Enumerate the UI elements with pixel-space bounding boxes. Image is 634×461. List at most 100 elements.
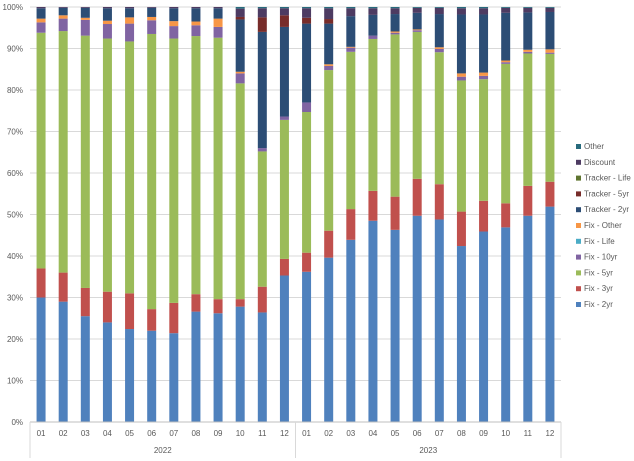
bar-segment-tracker-2yr (279, 26, 289, 117)
bar-segment-fix-5yr (147, 33, 157, 310)
bars (36, 7, 555, 422)
x-tick-label: 06 (413, 429, 422, 438)
legend-label: Fix - 10yr (584, 253, 618, 262)
bar-segment-fix-5yr (346, 51, 356, 210)
bar-segment-other (412, 7, 422, 8)
bar-segment-other (257, 7, 267, 9)
bar-segment-discount (545, 7, 555, 12)
bar-segment-other (501, 7, 511, 8)
bar-segment-fix-2yr (191, 311, 201, 422)
bar-segment-other (434, 7, 444, 8)
bar-segment-fix-5yr (302, 111, 312, 253)
bar-segment-fix-3yr (191, 294, 201, 312)
bar-segment-fix-3yr (368, 190, 378, 221)
bar-segment-fix-3yr (257, 286, 267, 313)
bar-segment-fix-3yr (545, 181, 555, 207)
bar-segment-fix-2yr (147, 330, 157, 422)
legend-label: Fix - Other (584, 221, 622, 230)
legend-swatch (576, 270, 581, 276)
x-tick-label: 12 (280, 429, 289, 438)
bar-segment-fix-other (125, 17, 135, 24)
x-group-label: 2022 (154, 446, 172, 455)
bar-segment-tracker-2yr (36, 8, 46, 19)
bar-segment-fix-5yr (523, 53, 533, 186)
x-tick-label: 09 (479, 429, 488, 438)
bar-segment-fix-2yr (102, 322, 112, 422)
bar-segment-tracker-2yr (545, 11, 555, 50)
bar-segment-fix-2yr (213, 313, 223, 422)
gridlines (30, 6, 561, 423)
bar-segment-fix-2yr (279, 275, 289, 422)
bar-segment-discount (523, 7, 533, 13)
bar-segment-discount (390, 8, 400, 15)
x-tick-label: 04 (103, 429, 112, 438)
bar-segment-fix-3yr (279, 258, 289, 276)
bar-segment-fix-2yr (324, 257, 334, 422)
bar-segment-fix-3yr (36, 268, 46, 298)
x-tick-label: 11 (258, 429, 267, 438)
legend-label: Tracker - Life (584, 174, 631, 183)
bar-segment-fix-3yr (302, 252, 312, 272)
x-tick-label: 01 (302, 429, 311, 438)
bar-segment-fix-5yr (368, 38, 378, 191)
bar-segment-fix-3yr (346, 209, 356, 240)
bar-segment-fix-3yr (169, 302, 179, 334)
bar-segment-discount (102, 7, 112, 9)
bar-segment-tracker-5yr (279, 15, 289, 27)
bar-segment-fix-2yr (479, 231, 489, 422)
bar-segment-fix-3yr (501, 203, 511, 228)
bar-segment-fix-3yr (125, 293, 135, 330)
bar-segment-fix-2yr (346, 239, 356, 422)
legend-swatch (576, 238, 581, 244)
bar-segment-discount (434, 7, 444, 15)
bar-segment-fix-10yr (412, 30, 422, 32)
bar-segment-fix-3yr (213, 299, 223, 314)
bar-segment-discount (235, 8, 245, 17)
bar-segment-fix-10yr (346, 47, 356, 52)
bar-segment-fix-10yr (523, 51, 533, 54)
x-tick-label: 04 (368, 429, 377, 438)
bar-segment-fix-3yr (80, 287, 90, 317)
bar-segment-fix-3yr (479, 200, 489, 232)
legend-label: Tracker - 5yr (584, 189, 629, 198)
bar-segment-discount (368, 8, 378, 15)
bar-segment-fix-5yr (80, 35, 90, 288)
legend-label: Fix - 5yr (584, 268, 613, 277)
legend-label: Fix - Life (584, 237, 615, 246)
bar-segment-fix-2yr (80, 316, 90, 422)
bar-segment-discount (80, 7, 90, 8)
bar-segment-other (235, 7, 245, 9)
bar-segment-fix-3yr (434, 184, 444, 220)
bar-segment-fix-5yr (125, 41, 135, 294)
bar-segment-fix-2yr (390, 229, 400, 422)
bar-segment-fix-10yr (368, 35, 378, 39)
x-tick-label: 07 (435, 429, 444, 438)
bar-segment-fix-10yr (80, 19, 90, 36)
bar-segment-tracker-2yr (102, 8, 112, 21)
bar-segment-fix-5yr (235, 83, 245, 300)
bar-segment-discount (501, 7, 511, 13)
bar-segment-tracker-5yr (302, 17, 312, 24)
bar-segment-fix-2yr (523, 215, 533, 422)
bar-segment-fix-5yr (479, 79, 489, 201)
bar-segment-fix-3yr (390, 196, 400, 230)
y-tick-label: 30% (7, 294, 23, 303)
bar-segment-fix-2yr (302, 271, 312, 422)
bar-segment-fix-other (412, 29, 422, 31)
y-tick-label: 20% (7, 335, 23, 344)
bar-segment-fix-3yr (523, 185, 533, 216)
bar-segment-discount (147, 7, 157, 8)
y-tick-label: 60% (7, 169, 23, 178)
legend-swatch (576, 302, 581, 307)
bar-segment-discount (302, 8, 312, 18)
bar-segment-fix-other (80, 17, 90, 20)
bar-segment-fix-5yr (324, 70, 334, 231)
x-tick-label: 05 (391, 429, 400, 438)
bar-segment-other (545, 7, 555, 8)
x-tick-label: 09 (214, 429, 223, 438)
bar-segment-fix-5yr (257, 151, 267, 287)
bar-segment-fix-5yr (545, 53, 555, 182)
bar-segment-fix-5yr (279, 119, 289, 259)
bar-segment-discount (213, 7, 223, 9)
y-tick-label: 80% (7, 86, 23, 95)
